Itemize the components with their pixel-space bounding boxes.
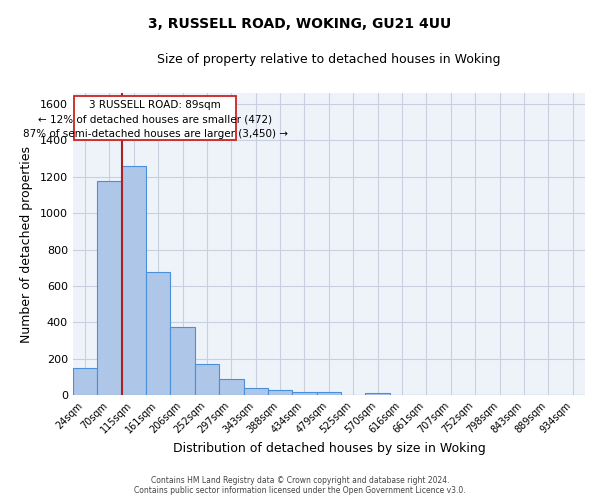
Text: ← 12% of detached houses are smaller (472): ← 12% of detached houses are smaller (47… [38, 115, 272, 125]
FancyBboxPatch shape [74, 96, 236, 140]
Text: 3, RUSSELL ROAD, WOKING, GU21 4UU: 3, RUSSELL ROAD, WOKING, GU21 4UU [148, 18, 452, 32]
Y-axis label: Number of detached properties: Number of detached properties [20, 146, 33, 342]
Title: Size of property relative to detached houses in Woking: Size of property relative to detached ho… [157, 52, 500, 66]
Bar [244, 388, 268, 395]
Bar [195, 364, 219, 395]
Bar [317, 392, 341, 395]
Bar [219, 379, 244, 395]
Bar [365, 393, 390, 395]
Text: 87% of semi-detached houses are larger (3,450) →: 87% of semi-detached houses are larger (… [23, 128, 287, 138]
Bar [292, 392, 317, 395]
Bar [146, 272, 170, 395]
Bar [170, 327, 195, 395]
Bar [268, 390, 292, 395]
X-axis label: Distribution of detached houses by size in Woking: Distribution of detached houses by size … [173, 442, 485, 455]
Bar [97, 182, 122, 395]
Text: 3 RUSSELL ROAD: 89sqm: 3 RUSSELL ROAD: 89sqm [89, 100, 221, 110]
Bar [73, 368, 97, 395]
Text: Contains HM Land Registry data © Crown copyright and database right 2024.
Contai: Contains HM Land Registry data © Crown c… [134, 476, 466, 495]
Bar [122, 166, 146, 395]
